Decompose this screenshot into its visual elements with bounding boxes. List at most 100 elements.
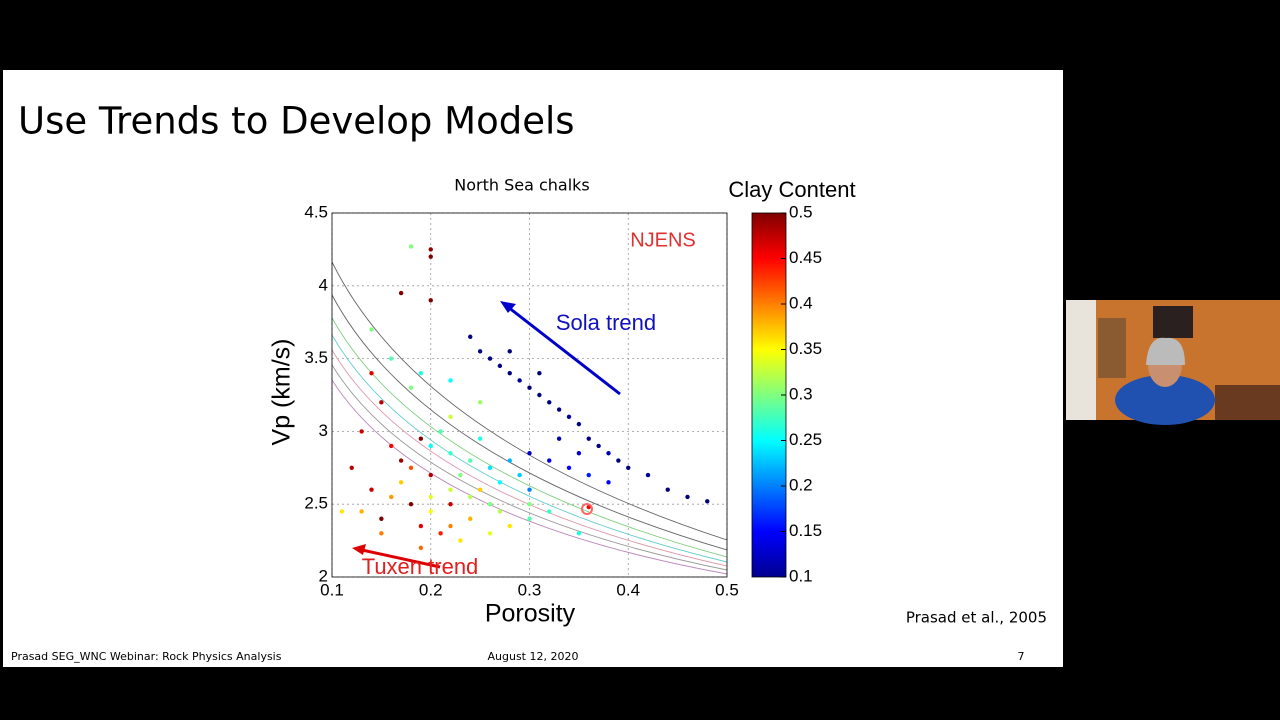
point [369,327,374,332]
point [389,494,394,500]
point [468,494,473,500]
webcam-window [1066,300,1096,420]
point [389,443,394,449]
point [389,356,394,361]
y-tick-label: 4 [319,275,328,294]
colorbar-tick-label: 0.3 [789,384,813,403]
webcam-person [1115,375,1215,425]
colorbar-tick-label: 0.5 [789,202,813,221]
point [468,458,473,463]
point [408,465,414,470]
point [705,499,710,504]
sola-arrow [507,305,621,396]
points [339,244,710,551]
y-tick-label: 3 [319,421,328,440]
sola-arrowhead [500,301,516,313]
plot-area [331,212,728,578]
point [448,487,453,492]
point [586,436,591,441]
y-tick-label: 2.5 [304,494,328,513]
webcam-hair [1146,337,1185,365]
point [586,472,591,478]
webcam-desk [1215,385,1280,420]
point [428,443,433,449]
colorbar-tick-label: 0.45 [789,248,822,267]
model-curve [332,364,727,571]
footer-left: Prasad SEG_WNC Webinar: Rock Physics Ana… [11,650,282,663]
point [398,480,404,485]
point [477,400,483,405]
point [418,436,424,441]
point [566,465,572,470]
point [576,451,582,456]
chart-title: North Sea chalks [454,176,590,195]
point [576,421,582,427]
point [448,523,453,529]
point [438,531,443,536]
webcam-shelf [1098,318,1126,378]
point [507,370,512,376]
point [448,414,453,420]
point [428,254,433,259]
point [606,451,611,456]
point [507,523,512,529]
point [359,429,364,434]
point [408,502,414,507]
highlight [581,503,593,515]
y-axis-label: Vp (km/s) [268,339,296,446]
y-tick-label: 4.5 [304,202,328,221]
x-tick-label: 0.5 [715,580,739,599]
point [349,465,354,470]
model-curve [332,379,727,575]
point [507,349,512,354]
colorbar-tick-label: 0.1 [789,566,813,585]
point [487,465,493,470]
point [665,487,670,492]
point [527,487,532,492]
point [418,545,424,551]
point [477,487,483,492]
colorbar-label: Clay Content [728,177,855,202]
x-axis-label: Porosity [485,600,576,628]
point [527,451,532,456]
point [547,509,552,514]
point [428,298,433,303]
point [369,487,374,492]
point [359,509,364,514]
point [468,334,473,339]
x-tick-label: 0.3 [518,580,542,599]
footer-center: August 12, 2020 [488,650,579,663]
point [527,502,532,507]
colorbar-tick-label: 0.4 [789,293,813,312]
point [547,458,552,463]
point [418,370,424,376]
point [458,472,463,478]
point [527,516,532,521]
annotation: Tuxen trend [362,554,479,579]
point [438,429,443,434]
point [477,436,483,441]
y-tick-label: 3.5 [304,348,328,367]
point [527,385,532,390]
point [626,465,631,470]
x-tick-label: 0.4 [616,580,640,599]
annotation: NJENS [630,229,696,251]
webcam-picture [1153,306,1193,338]
point [477,349,483,354]
point [517,378,522,383]
point [398,458,404,463]
point [428,472,433,478]
point [487,531,493,536]
citation: Prasad et al., 2005 [906,609,1047,627]
point [379,400,384,405]
model-curve [332,334,727,563]
plot-frame [331,212,728,578]
point [487,502,493,507]
point [487,356,493,361]
point [448,502,453,507]
point [428,247,433,252]
point [369,370,374,376]
point [339,509,345,514]
point [379,516,384,521]
